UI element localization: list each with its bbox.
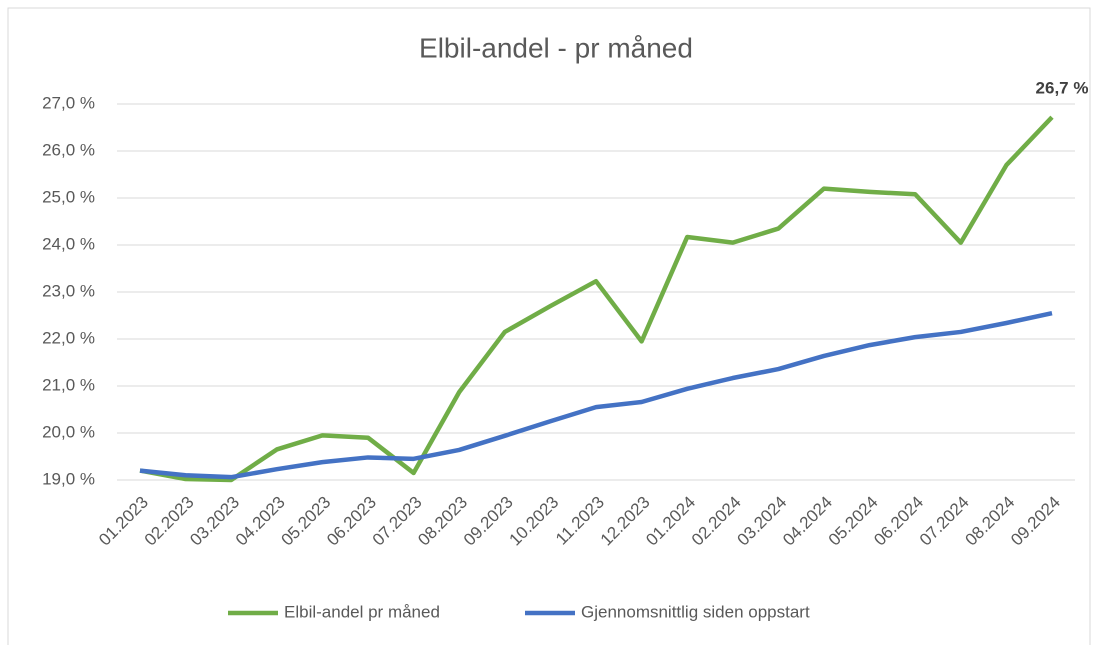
line [139,310,1053,480]
x-tick-label: 05.2024 [825,493,882,550]
x-tick-label: 03.2024 [734,493,791,550]
y-tick-label: 23,0 % [42,281,95,300]
x-tick-label: 04.2023 [232,493,289,550]
y-tick-label: 21,0 % [42,375,95,394]
x-tick-label: 06.2024 [870,493,927,550]
x-tick-label: 09.2023 [460,493,517,550]
chart-border [7,7,1091,650]
x-tick-label: 07.2023 [369,493,426,550]
x-tick-label: 07.2024 [916,493,973,550]
y-tick-label: 24,0 % [42,234,95,253]
legend-label: Elbil-andel pr måned [284,602,440,621]
x-tick-label: 09.2024 [1007,493,1064,550]
x-tick-label: 02.2024 [688,493,745,550]
x-tick-label: 01.2023 [95,493,152,550]
x-tick-label: 08.2023 [414,493,471,550]
x-tick-label: 01.2024 [642,493,699,550]
x-tick-label: 05.2023 [278,493,335,550]
x-tick-label: 04.2024 [779,493,836,550]
x-tick-label: 03.2023 [186,493,243,550]
y-tick-label: 19,0 % [42,469,95,488]
line [139,115,1054,483]
y-tick-label: 26,0 % [42,140,95,159]
legend-label: Gjennomsnittlig siden oppstart [581,602,810,621]
x-tick-label: 08.2024 [962,493,1019,550]
y-tick-label: 25,0 % [42,187,95,206]
chart-title: Elbil-andel - pr måned [419,32,693,63]
x-tick-label: 10.2023 [506,493,563,550]
x-tick-label: 06.2023 [323,493,380,550]
x-tick-label: 12.2023 [597,493,654,550]
y-tick-label: 27,0 % [42,93,95,112]
x-tick-label: 02.2023 [141,493,198,550]
y-tick-label: 20,0 % [42,422,95,441]
y-tick-label: 22,0 % [42,328,95,347]
data-label: 26,7 % [1036,79,1089,98]
